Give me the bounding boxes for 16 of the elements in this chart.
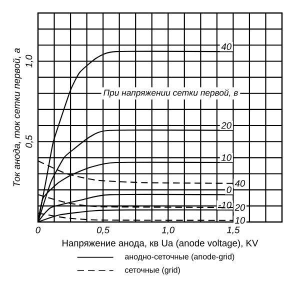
y-axis-title: Ток анода, ток сетки первой, а — [12, 48, 22, 186]
x-axis-title: Напряжение анода, кв Ua (anode voltage), KV — [62, 240, 258, 248]
series-label: 10 — [221, 154, 232, 161]
x-tick-label: 1,5 — [226, 226, 240, 234]
text: анодно-сеточные (anode-grid) — [125, 254, 234, 262]
annotation: При напряжении сетки первой, в — [104, 89, 238, 98]
series-label: 20 — [221, 122, 232, 129]
series-label: 40 — [234, 180, 246, 187]
x-tick-label: 0,5 — [96, 226, 110, 234]
series-label: 10 — [235, 217, 246, 224]
text: сеточные (grid) — [125, 266, 180, 274]
series-label: 40 — [221, 43, 232, 50]
x-tick-label: 0 — [36, 226, 41, 234]
x-tick-label: 1,0 — [162, 226, 175, 234]
series-label: 0 — [226, 186, 232, 194]
series-label: 20 — [234, 204, 246, 211]
